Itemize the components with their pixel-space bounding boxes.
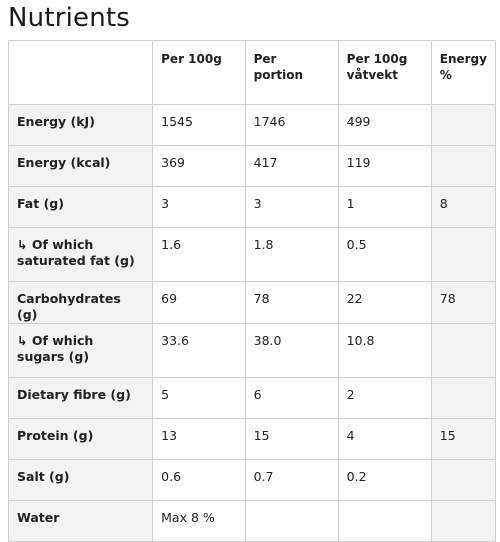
cell-energy-percent: 15 bbox=[430, 418, 497, 460]
header-energy-percent: Energy % bbox=[430, 40, 497, 105]
cell-per-100g: 69 bbox=[152, 281, 246, 324]
table-row: ↳ Of which sugars (g) 33.6 38.0 10.8 bbox=[7, 323, 497, 378]
cell-per-100g-wet: 10.8 bbox=[337, 323, 432, 378]
cell-per-portion: 0.7 bbox=[244, 459, 339, 501]
header-per-portion: Per portion bbox=[244, 40, 339, 105]
row-label: Dietary fibre (g) bbox=[7, 377, 154, 419]
cell-energy-percent: 78 bbox=[430, 281, 497, 324]
cell-energy-percent bbox=[430, 104, 497, 146]
row-label: Carbohydrates (g) bbox=[7, 281, 154, 324]
cell-per-portion: 78 bbox=[244, 281, 339, 324]
cell-per-100g-wet: 499 bbox=[337, 104, 432, 146]
nutrients-table: Per 100g Per portion Per 100g våtvekt En… bbox=[7, 40, 497, 542]
cell-energy-percent bbox=[430, 323, 497, 378]
table-row: Dietary fibre (g) 5 6 2 bbox=[7, 377, 497, 419]
cell-energy-percent bbox=[430, 500, 497, 542]
cell-per-100g-wet: 0.2 bbox=[337, 459, 432, 501]
row-label: Fat (g) bbox=[7, 186, 154, 228]
header-per-100g-wet-line2: våtvekt bbox=[346, 68, 398, 82]
cell-per-100g-wet: 2 bbox=[337, 377, 432, 419]
cell-per-100g-wet: 4 bbox=[337, 418, 432, 460]
header-per-100g-wet-line1: Per 100g bbox=[346, 52, 408, 66]
cell-energy-percent bbox=[430, 145, 497, 187]
table-row: Energy (kcal) 369 417 119 bbox=[7, 145, 497, 187]
cell-per-portion: 3 bbox=[244, 186, 339, 228]
cell-per-portion: 1.8 bbox=[244, 227, 339, 282]
table-row: Fat (g) 3 3 1 8 bbox=[7, 186, 497, 228]
cell-per-100g: 3 bbox=[152, 186, 246, 228]
cell-energy-percent bbox=[430, 227, 497, 282]
cell-per-100g: 0.6 bbox=[152, 459, 246, 501]
table-row: Energy (kJ) 1545 1746 499 bbox=[7, 104, 497, 146]
cell-per-100g: 1.6 bbox=[152, 227, 246, 282]
cell-per-100g-wet: 22 bbox=[337, 281, 432, 324]
cell-per-100g: 33.6 bbox=[152, 323, 246, 378]
cell-per-100g: 5 bbox=[152, 377, 246, 419]
header-energy-line2: % bbox=[439, 68, 452, 82]
row-label: Energy (kJ) bbox=[7, 104, 154, 146]
cell-energy-percent bbox=[430, 459, 497, 501]
cell-per-100g: Max 8 % bbox=[152, 500, 246, 542]
cell-per-100g: 369 bbox=[152, 145, 246, 187]
table-header-row: Per 100g Per portion Per 100g våtvekt En… bbox=[7, 40, 497, 105]
table-row: Protein (g) 13 15 4 15 bbox=[7, 418, 497, 460]
cell-per-100g-wet bbox=[337, 500, 432, 542]
row-label: ↳ Of which saturated fat (g) bbox=[7, 227, 154, 282]
row-label: Energy (kcal) bbox=[7, 145, 154, 187]
cell-energy-percent bbox=[430, 377, 497, 419]
cell-per-100g-wet: 119 bbox=[337, 145, 432, 187]
cell-per-portion: 1746 bbox=[244, 104, 339, 146]
cell-per-100g: 13 bbox=[152, 418, 246, 460]
cell-per-portion: 6 bbox=[244, 377, 339, 419]
table-row: Water Max 8 % bbox=[7, 500, 497, 542]
cell-energy-percent: 8 bbox=[430, 186, 497, 228]
page-title: Nutrients bbox=[8, 3, 131, 33]
row-label: Water bbox=[7, 500, 154, 542]
header-blank bbox=[7, 40, 154, 105]
header-energy-line1: Energy bbox=[439, 52, 487, 66]
table-row: Salt (g) 0.6 0.7 0.2 bbox=[7, 459, 497, 501]
table-row: ↳ Of which saturated fat (g) 1.6 1.8 0.5 bbox=[7, 227, 497, 282]
cell-per-portion: 15 bbox=[244, 418, 339, 460]
header-per-100g-wet: Per 100g våtvekt bbox=[337, 40, 432, 105]
row-label: Protein (g) bbox=[7, 418, 154, 460]
row-label: ↳ Of which sugars (g) bbox=[7, 323, 154, 378]
cell-per-portion bbox=[244, 500, 339, 542]
row-label: Salt (g) bbox=[7, 459, 154, 501]
cell-per-100g-wet: 1 bbox=[337, 186, 432, 228]
cell-per-100g: 1545 bbox=[152, 104, 246, 146]
cell-per-portion: 38.0 bbox=[244, 323, 339, 378]
cell-per-100g-wet: 0.5 bbox=[337, 227, 432, 282]
header-per-100g: Per 100g bbox=[152, 40, 246, 105]
table-row: Carbohydrates (g) 69 78 22 78 bbox=[7, 281, 497, 324]
cell-per-portion: 417 bbox=[244, 145, 339, 187]
